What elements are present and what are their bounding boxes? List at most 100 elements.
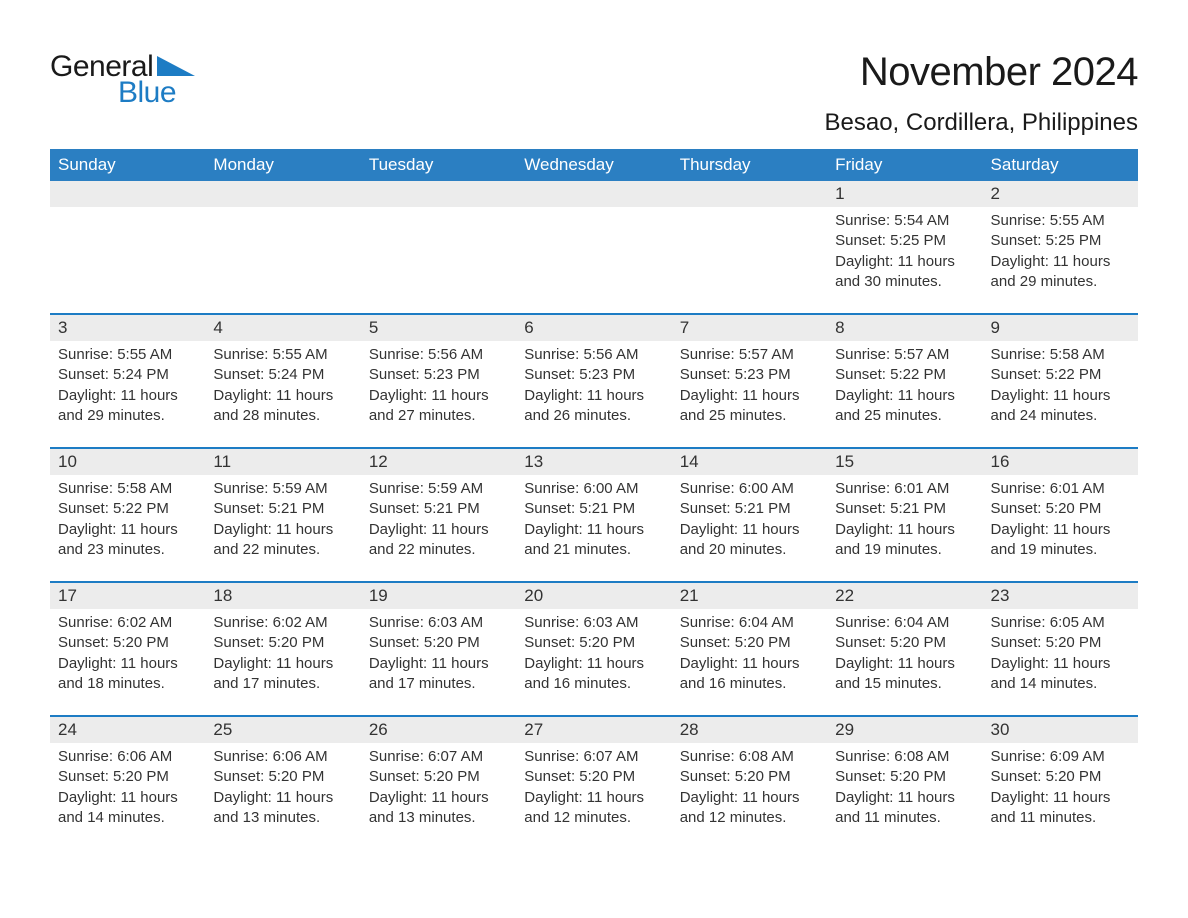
- day-cell: 12Sunrise: 5:59 AMSunset: 5:21 PMDayligh…: [361, 449, 516, 567]
- daylight-line: Daylight: 11 hours and 22 minutes.: [369, 520, 508, 561]
- sunrise-line: Sunrise: 5:54 AM: [835, 211, 974, 231]
- day-number: 25: [205, 717, 360, 743]
- day-details: Sunrise: 6:04 AMSunset: 5:20 PMDaylight:…: [672, 609, 827, 700]
- sunrise-line: Sunrise: 6:09 AM: [991, 747, 1130, 767]
- header: General Blue November 2024 Besao, Cordil…: [50, 50, 1138, 137]
- day-cell: 13Sunrise: 6:00 AMSunset: 5:21 PMDayligh…: [516, 449, 671, 567]
- sunset-line: Sunset: 5:23 PM: [680, 365, 819, 385]
- weekday-header-cell: Monday: [205, 149, 360, 181]
- daylight-line: Daylight: 11 hours and 11 minutes.: [835, 788, 974, 829]
- daylight-line: Daylight: 11 hours and 18 minutes.: [58, 654, 197, 695]
- day-details: Sunrise: 6:05 AMSunset: 5:20 PMDaylight:…: [983, 609, 1138, 700]
- sunset-line: Sunset: 5:25 PM: [991, 231, 1130, 251]
- sunset-line: Sunset: 5:23 PM: [369, 365, 508, 385]
- daylight-line: Daylight: 11 hours and 12 minutes.: [524, 788, 663, 829]
- day-details: Sunrise: 5:59 AMSunset: 5:21 PMDaylight:…: [361, 475, 516, 566]
- sunrise-line: Sunrise: 5:58 AM: [58, 479, 197, 499]
- sunset-line: Sunset: 5:22 PM: [58, 499, 197, 519]
- daylight-line: Daylight: 11 hours and 21 minutes.: [524, 520, 663, 561]
- sunrise-line: Sunrise: 5:55 AM: [213, 345, 352, 365]
- day-number: 22: [827, 583, 982, 609]
- day-cell: 17Sunrise: 6:02 AMSunset: 5:20 PMDayligh…: [50, 583, 205, 701]
- sunrise-line: Sunrise: 6:08 AM: [835, 747, 974, 767]
- day-details: Sunrise: 5:59 AMSunset: 5:21 PMDaylight:…: [205, 475, 360, 566]
- sunrise-line: Sunrise: 6:03 AM: [524, 613, 663, 633]
- day-cell: 11Sunrise: 5:59 AMSunset: 5:21 PMDayligh…: [205, 449, 360, 567]
- daylight-line: Daylight: 11 hours and 12 minutes.: [680, 788, 819, 829]
- sunset-line: Sunset: 5:21 PM: [369, 499, 508, 519]
- sunset-line: Sunset: 5:20 PM: [835, 767, 974, 787]
- daylight-line: Daylight: 11 hours and 16 minutes.: [524, 654, 663, 695]
- day-number: 18: [205, 583, 360, 609]
- sunrise-line: Sunrise: 5:55 AM: [58, 345, 197, 365]
- day-cell: 16Sunrise: 6:01 AMSunset: 5:20 PMDayligh…: [983, 449, 1138, 567]
- sunset-line: Sunset: 5:20 PM: [58, 633, 197, 653]
- sunset-line: Sunset: 5:24 PM: [213, 365, 352, 385]
- day-details: Sunrise: 6:01 AMSunset: 5:20 PMDaylight:…: [983, 475, 1138, 566]
- day-number: 12: [361, 449, 516, 475]
- weekday-header-cell: Friday: [827, 149, 982, 181]
- sunrise-line: Sunrise: 6:02 AM: [213, 613, 352, 633]
- sunset-line: Sunset: 5:25 PM: [835, 231, 974, 251]
- day-number: 27: [516, 717, 671, 743]
- day-cell: 26Sunrise: 6:07 AMSunset: 5:20 PMDayligh…: [361, 717, 516, 835]
- sunset-line: Sunset: 5:23 PM: [524, 365, 663, 385]
- daylight-line: Daylight: 11 hours and 26 minutes.: [524, 386, 663, 427]
- day-number: 8: [827, 315, 982, 341]
- daylight-line: Daylight: 11 hours and 27 minutes.: [369, 386, 508, 427]
- daylight-line: Daylight: 11 hours and 24 minutes.: [991, 386, 1130, 427]
- sunset-line: Sunset: 5:20 PM: [991, 633, 1130, 653]
- sunset-line: Sunset: 5:20 PM: [835, 633, 974, 653]
- daylight-line: Daylight: 11 hours and 22 minutes.: [213, 520, 352, 561]
- day-cell: 3Sunrise: 5:55 AMSunset: 5:24 PMDaylight…: [50, 315, 205, 433]
- weekday-header-cell: Thursday: [672, 149, 827, 181]
- day-cell: 14Sunrise: 6:00 AMSunset: 5:21 PMDayligh…: [672, 449, 827, 567]
- weekday-header-row: SundayMondayTuesdayWednesdayThursdayFrid…: [50, 149, 1138, 181]
- daylight-line: Daylight: 11 hours and 29 minutes.: [58, 386, 197, 427]
- sunrise-line: Sunrise: 6:01 AM: [835, 479, 974, 499]
- sunset-line: Sunset: 5:20 PM: [524, 633, 663, 653]
- day-details: Sunrise: 5:57 AMSunset: 5:23 PMDaylight:…: [672, 341, 827, 432]
- daylight-line: Daylight: 11 hours and 14 minutes.: [58, 788, 197, 829]
- day-cell: 25Sunrise: 6:06 AMSunset: 5:20 PMDayligh…: [205, 717, 360, 835]
- day-details: Sunrise: 6:02 AMSunset: 5:20 PMDaylight:…: [50, 609, 205, 700]
- daylight-line: Daylight: 11 hours and 29 minutes.: [991, 252, 1130, 293]
- day-number: 19: [361, 583, 516, 609]
- day-cell: 15Sunrise: 6:01 AMSunset: 5:21 PMDayligh…: [827, 449, 982, 567]
- day-number: 26: [361, 717, 516, 743]
- day-number: 7: [672, 315, 827, 341]
- day-number: 15: [827, 449, 982, 475]
- daylight-line: Daylight: 11 hours and 30 minutes.: [835, 252, 974, 293]
- day-cell-empty: [516, 181, 671, 299]
- day-details: Sunrise: 5:55 AMSunset: 5:24 PMDaylight:…: [205, 341, 360, 432]
- sunrise-line: Sunrise: 6:08 AM: [680, 747, 819, 767]
- sunrise-line: Sunrise: 6:01 AM: [991, 479, 1130, 499]
- day-details: Sunrise: 6:01 AMSunset: 5:21 PMDaylight:…: [827, 475, 982, 566]
- day-number: 21: [672, 583, 827, 609]
- day-number: [205, 181, 360, 207]
- day-number: 1: [827, 181, 982, 207]
- calendar: SundayMondayTuesdayWednesdayThursdayFrid…: [50, 149, 1138, 835]
- sunrise-line: Sunrise: 6:06 AM: [58, 747, 197, 767]
- day-details: Sunrise: 5:58 AMSunset: 5:22 PMDaylight:…: [50, 475, 205, 566]
- day-details: Sunrise: 6:06 AMSunset: 5:20 PMDaylight:…: [50, 743, 205, 834]
- title-block: November 2024 Besao, Cordillera, Philipp…: [825, 50, 1139, 137]
- day-details: Sunrise: 6:00 AMSunset: 5:21 PMDaylight:…: [672, 475, 827, 566]
- day-cell: 8Sunrise: 5:57 AMSunset: 5:22 PMDaylight…: [827, 315, 982, 433]
- day-number: 4: [205, 315, 360, 341]
- daylight-line: Daylight: 11 hours and 25 minutes.: [835, 386, 974, 427]
- day-cell: 22Sunrise: 6:04 AMSunset: 5:20 PMDayligh…: [827, 583, 982, 701]
- daylight-line: Daylight: 11 hours and 16 minutes.: [680, 654, 819, 695]
- daylight-line: Daylight: 11 hours and 15 minutes.: [835, 654, 974, 695]
- daylight-line: Daylight: 11 hours and 17 minutes.: [369, 654, 508, 695]
- day-details: Sunrise: 5:57 AMSunset: 5:22 PMDaylight:…: [827, 341, 982, 432]
- sunset-line: Sunset: 5:22 PM: [835, 365, 974, 385]
- day-number: 23: [983, 583, 1138, 609]
- day-number: [672, 181, 827, 207]
- day-number: 14: [672, 449, 827, 475]
- sunrise-line: Sunrise: 5:56 AM: [524, 345, 663, 365]
- day-details: Sunrise: 5:56 AMSunset: 5:23 PMDaylight:…: [361, 341, 516, 432]
- day-cell-empty: [361, 181, 516, 299]
- month-title: November 2024: [825, 50, 1139, 95]
- sunrise-line: Sunrise: 5:56 AM: [369, 345, 508, 365]
